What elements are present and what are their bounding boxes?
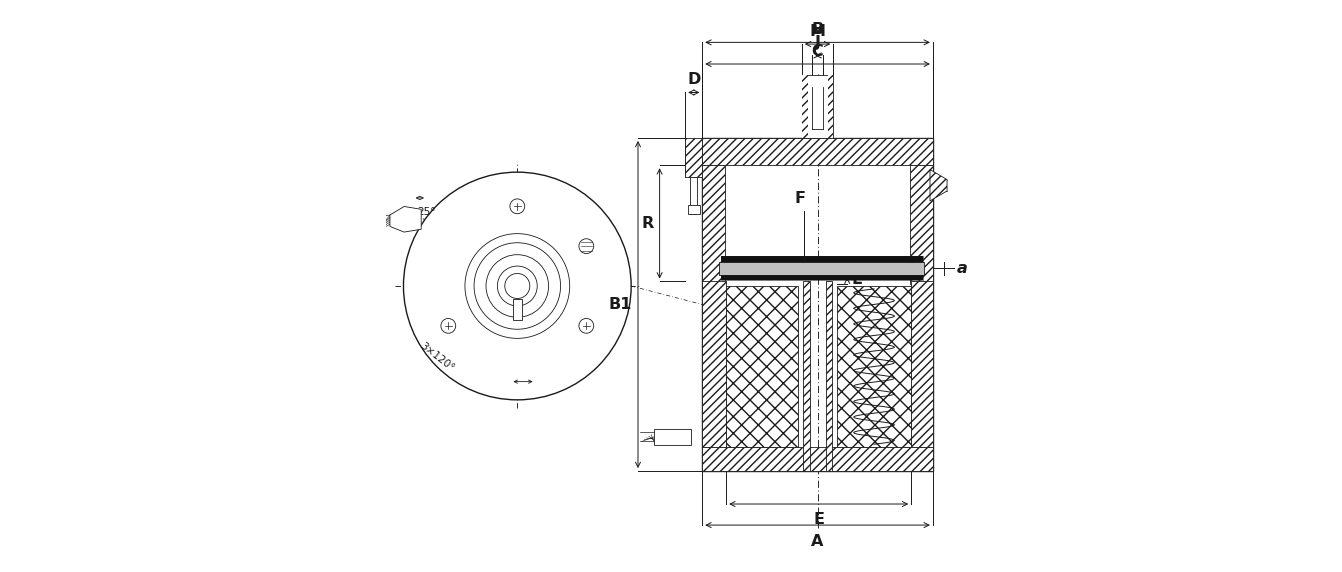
Bar xyxy=(803,76,808,138)
Circle shape xyxy=(510,199,525,214)
Bar xyxy=(702,281,726,447)
Text: F: F xyxy=(794,192,805,206)
Polygon shape xyxy=(930,169,947,201)
Bar xyxy=(721,275,923,280)
Bar xyxy=(702,138,933,471)
Bar xyxy=(803,281,809,471)
Text: A: A xyxy=(812,534,824,549)
Circle shape xyxy=(578,239,593,253)
Text: R: R xyxy=(641,216,654,231)
Text: M: M xyxy=(809,24,825,39)
Bar xyxy=(828,76,833,138)
Text: E: E xyxy=(813,513,824,527)
Bar xyxy=(719,262,925,275)
Bar xyxy=(803,76,833,138)
Bar xyxy=(513,299,522,320)
Circle shape xyxy=(404,172,631,400)
Circle shape xyxy=(442,319,456,333)
Text: L: L xyxy=(852,272,862,287)
Bar xyxy=(825,281,832,471)
Text: C: C xyxy=(812,44,824,59)
Polygon shape xyxy=(391,206,421,232)
Bar xyxy=(654,429,691,445)
Circle shape xyxy=(498,266,537,306)
Circle shape xyxy=(505,273,530,299)
Text: J: J xyxy=(815,35,820,50)
Bar xyxy=(910,165,933,284)
Bar xyxy=(702,165,725,284)
Bar xyxy=(911,281,933,447)
Bar xyxy=(686,138,702,177)
Circle shape xyxy=(578,319,593,333)
Text: a: a xyxy=(957,261,968,276)
Bar xyxy=(721,275,923,280)
Circle shape xyxy=(486,255,549,317)
Bar xyxy=(721,256,923,261)
Text: D: D xyxy=(687,73,701,88)
Bar xyxy=(721,256,923,261)
Circle shape xyxy=(464,233,569,339)
Bar xyxy=(726,286,798,447)
Text: B: B xyxy=(812,22,824,37)
Text: 3×120°: 3×120° xyxy=(417,341,456,374)
Text: B1: B1 xyxy=(609,297,632,312)
Text: 25°: 25° xyxy=(417,207,436,217)
Bar xyxy=(702,447,933,471)
Bar xyxy=(702,138,933,165)
Bar xyxy=(687,205,701,214)
Bar xyxy=(837,286,911,447)
Bar xyxy=(690,177,698,214)
Circle shape xyxy=(474,243,561,329)
